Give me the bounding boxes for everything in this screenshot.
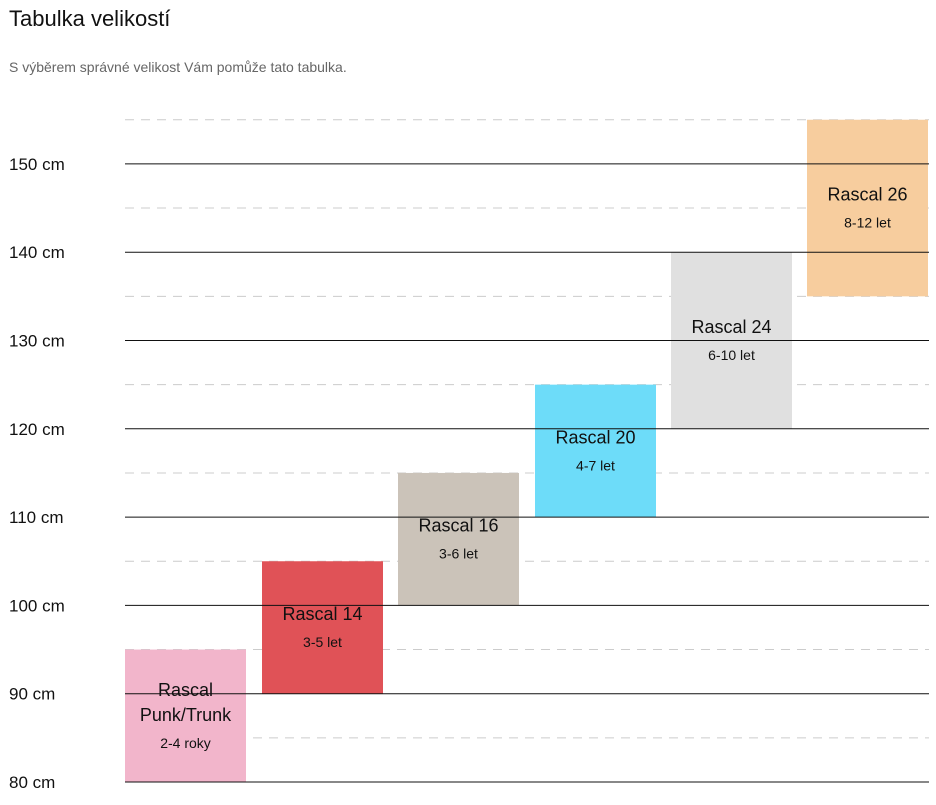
size-bar-group: Rascal 16 3-6 let [398,472,519,606]
bar-age-label: 3-5 let [303,634,342,650]
y-tick-label: 130 cm [9,332,65,351]
page-subtitle: S výběrem správné velikost Vám pomůže ta… [9,59,347,75]
y-tick-label: 100 cm [9,596,65,615]
size-bar-group: Rascal 26 8-12 let [807,119,928,297]
size-bar [807,119,928,297]
y-tick-label: 90 cm [9,685,55,704]
y-tick-label: 80 cm [9,773,55,792]
y-tick-label: 110 cm [9,508,64,527]
bar-name-label: Rascal 24 [691,317,771,337]
bar-age-label: 3-6 let [439,546,478,562]
bar-name-label: Rascal 14 [282,604,362,624]
bars-layer: Rascal Punk/Trunk 2-4 roky Rascal 14 3-5 let… [125,119,929,783]
y-tick-label: 140 cm [9,243,65,262]
tick-labels-layer: 80 cm 90 cm 100 cm 110 cm 120 cm 130 cm 140 cm… [9,155,65,792]
bar-name-label: Rascal 26 [827,185,907,205]
size-bar [262,561,383,694]
size-bar [398,472,519,606]
size-bar-group: Rascal 20 4-7 let [535,384,656,518]
size-bar-group: Rascal Punk/Trunk 2-4 roky [125,649,246,782]
size-bar [125,649,246,782]
bar-age-label: 6-10 let [708,347,755,363]
page-title: Tabulka velikostí [9,6,171,31]
bar-age-label: 4-7 let [576,457,615,473]
bar-age-label: 2-4 roky [160,735,211,751]
bar-name-label: Rascal 16 [418,516,498,536]
bar-name-label: Rascal [158,680,213,700]
bar-name-label: Punk/Trunk [140,705,232,725]
grid-layer [125,119,929,739]
bar-name-label: Rascal 20 [555,427,635,447]
y-tick-label: 120 cm [9,420,65,439]
bar-age-label: 8-12 let [844,215,891,231]
size-bar-group: Rascal 14 3-5 let [262,561,383,694]
y-tick-label: 150 cm [9,155,65,174]
size-bar [535,384,656,518]
